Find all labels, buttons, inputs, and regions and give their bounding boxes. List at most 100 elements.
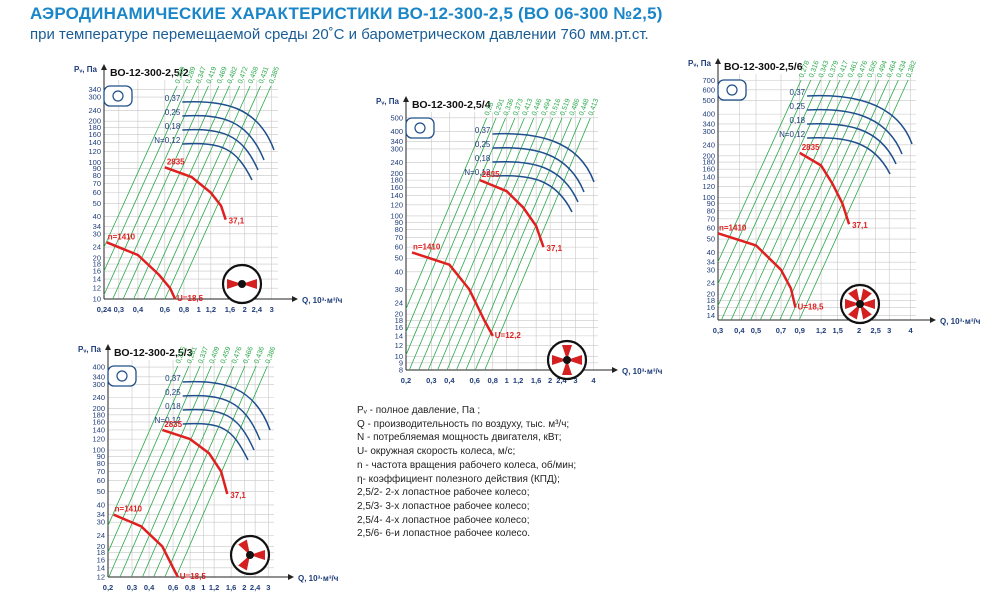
y-tick-label: 90 <box>97 452 105 461</box>
page-subtitle: при температуре перемещаемой среды 20˚С … <box>30 26 649 43</box>
speed-curve <box>411 251 494 337</box>
y-tick-label: 300 <box>88 93 101 102</box>
y-tick-label: 14 <box>93 275 101 284</box>
power-label: 0,37 <box>475 126 491 135</box>
legend-item: Q - производительность по воздуху, тыс. … <box>357 418 570 430</box>
efficiency-line <box>769 79 880 321</box>
legend-item: 2,5/6- 6-и лопастное рабочее колесо. <box>357 528 531 540</box>
x-tick-label: 2,4 <box>556 376 567 385</box>
x-tick-label: 1,6 <box>225 305 235 314</box>
legend-item: 2,5/4- 4-х лопастное рабочее колесо; <box>357 514 530 526</box>
speed-label: 2835 <box>482 170 500 179</box>
efficiency-line <box>154 85 251 300</box>
y-tick-label: 18 <box>395 316 403 325</box>
impeller-hub <box>238 280 246 288</box>
efficiency-line <box>164 365 257 578</box>
efficiency-line <box>103 85 178 248</box>
efficiency-line <box>405 117 506 356</box>
impeller-hub <box>563 356 571 364</box>
speed-label: U=18,5 <box>177 294 204 303</box>
x-axis-arrow <box>292 296 298 302</box>
x-tick-label: 3 <box>573 376 577 385</box>
x-tick-label: 1 <box>201 583 205 592</box>
x-tick-label: 2,5 <box>870 326 880 335</box>
y-tick-label: 10 <box>93 295 101 304</box>
impeller-blade <box>238 539 250 555</box>
x-tick-label: 0,2 <box>401 376 411 385</box>
y-tick-label: 340 <box>390 137 403 146</box>
x-tick-label: 1,6 <box>226 583 236 592</box>
x-tick-label: 0,8 <box>488 376 498 385</box>
x-tick-label: 3 <box>266 583 270 592</box>
speed-label: 37,1 <box>229 217 245 226</box>
y-tick-label: 12 <box>395 341 403 350</box>
speed-curve <box>161 428 229 495</box>
y-tick-label: 120 <box>390 200 403 209</box>
efficiency-line <box>465 117 572 371</box>
efficiency-line <box>405 117 488 310</box>
x-axis-arrow <box>612 367 618 373</box>
efficiency-line <box>730 79 841 321</box>
chart-title: ВО-12-300-2,5/2 <box>110 67 189 79</box>
y-tick-label: 16 <box>97 555 105 564</box>
efficiency-line <box>474 117 582 371</box>
y-tick-label: 16 <box>93 267 101 276</box>
speed-label: U=18,5 <box>180 572 207 581</box>
y-axis-arrow <box>101 64 107 70</box>
efficiency-line <box>798 79 909 321</box>
y-axis-arrow <box>105 344 111 350</box>
impeller-blade <box>860 299 875 309</box>
x-tick-label: 2 <box>242 583 246 592</box>
y-tick-label: 300 <box>92 380 105 389</box>
y-tick-label: 70 <box>93 179 101 188</box>
power-label: 0,18 <box>165 402 181 411</box>
y-tick-label: 340 <box>702 119 715 128</box>
x-axis-label: Q, 10³·м³/ч <box>622 367 663 376</box>
y-tick-label: 300 <box>702 127 715 136</box>
x-tick-label: 4 <box>591 376 596 385</box>
impeller-blade <box>242 279 257 289</box>
power-label: 0,18 <box>475 154 491 163</box>
y-tick-label: 500 <box>702 96 715 105</box>
efficiency-line <box>446 117 553 371</box>
x-tick-label: 3 <box>887 326 891 335</box>
x-tick-label: 0,4 <box>734 326 745 335</box>
x-tick-label: 2 <box>548 376 552 385</box>
y-tick-label: 400 <box>702 110 715 119</box>
y-tick-label: 20 <box>707 290 715 299</box>
power-label: N=0,12 <box>464 168 491 177</box>
power-label: 0,25 <box>165 388 181 397</box>
x-tick-label: 2,4 <box>250 583 261 592</box>
x-tick-label: 0,7 <box>776 326 786 335</box>
efficiency-line <box>107 365 179 526</box>
power-label: 0,37 <box>790 88 806 97</box>
speed-curve <box>164 166 227 221</box>
y-tick-label: 500 <box>390 113 403 122</box>
y-axis-label: Pᵥ, Па <box>74 65 97 74</box>
efficiency-line <box>103 85 188 272</box>
x-tick-label: 4 <box>909 326 914 335</box>
y-tick-label: 70 <box>707 214 715 223</box>
efficiency-line <box>418 117 525 371</box>
efficiency-line <box>717 79 812 284</box>
efficiency-line <box>427 117 535 371</box>
y-tick-label: 80 <box>97 459 105 468</box>
x-tick-label: 0,6 <box>470 376 480 385</box>
y-tick-label: 14 <box>707 311 715 320</box>
y-tick-label: 90 <box>707 199 715 208</box>
y-tick-label: 18 <box>707 296 715 305</box>
power-label: 0,18 <box>790 116 806 125</box>
y-tick-label: 30 <box>97 518 105 527</box>
y-tick-label: 340 <box>88 85 101 94</box>
x-tick-label: 0,3 <box>127 583 137 592</box>
y-tick-label: 18 <box>97 548 105 557</box>
power-curve <box>182 128 259 171</box>
power-curve <box>182 394 261 441</box>
fan-motor-icon-hub <box>414 122 426 134</box>
y-tick-label: 400 <box>390 127 403 136</box>
x-tick-label: 0,4 <box>133 305 144 314</box>
x-axis-arrow <box>288 574 294 580</box>
efficiency-line <box>133 85 230 300</box>
speed-label: n=1410 <box>719 223 747 232</box>
y-tick-label: 100 <box>390 211 403 220</box>
